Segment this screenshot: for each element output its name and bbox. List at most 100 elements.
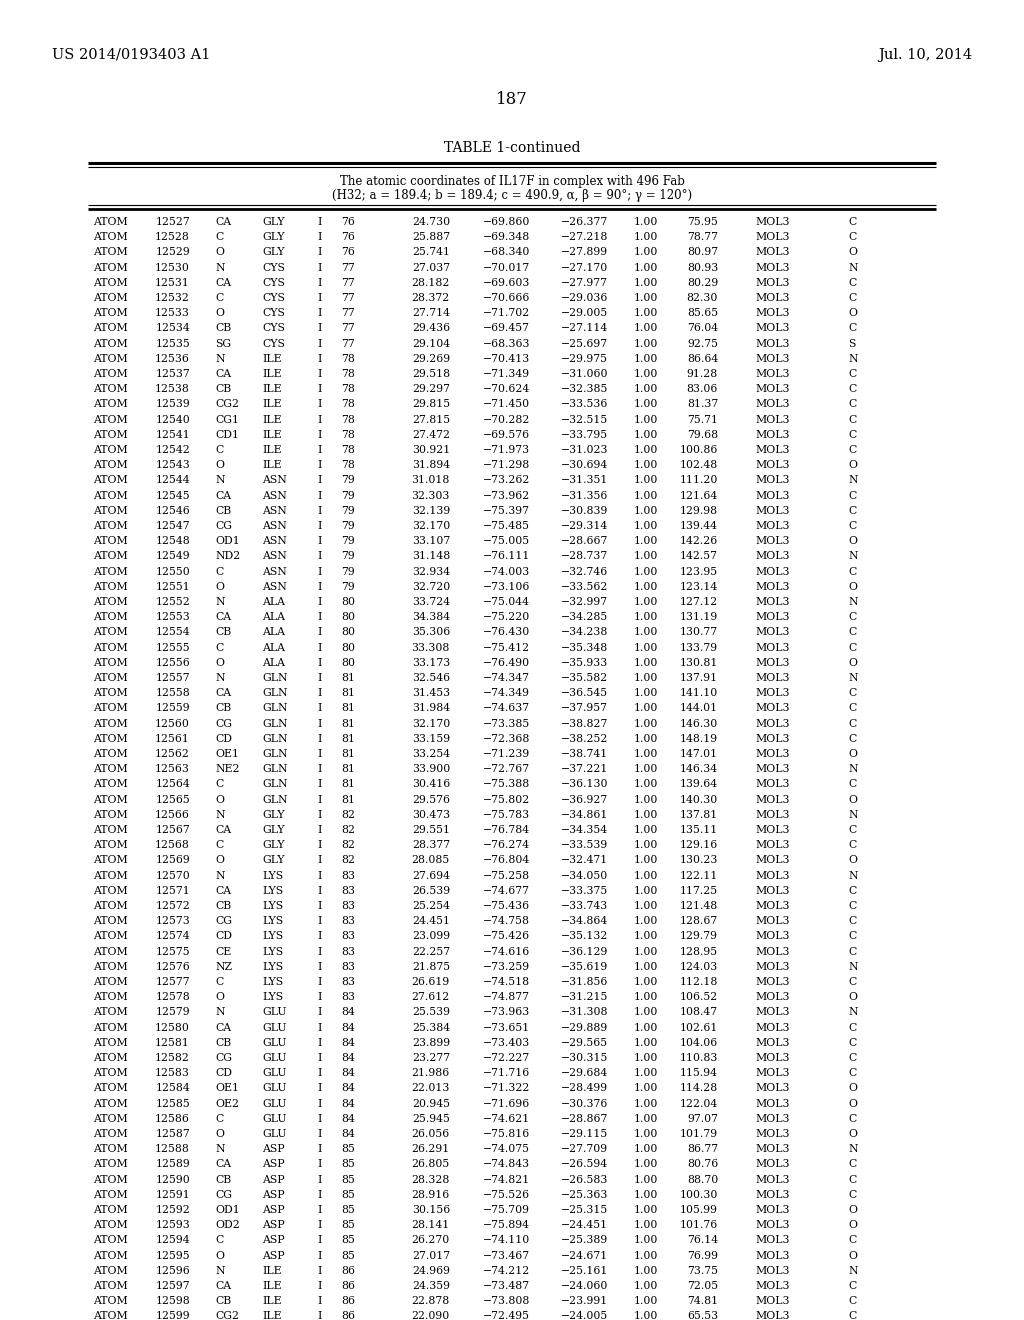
Text: 1.00: 1.00	[634, 1068, 658, 1078]
Text: ATOM: ATOM	[93, 1114, 128, 1123]
Text: GLY: GLY	[262, 247, 285, 257]
Text: ATOM: ATOM	[93, 491, 128, 500]
Text: 12576: 12576	[156, 962, 190, 972]
Text: ATOM: ATOM	[93, 612, 128, 622]
Text: I: I	[317, 566, 323, 577]
Text: ATOM: ATOM	[93, 1311, 128, 1320]
Text: 130.81: 130.81	[680, 657, 718, 668]
Text: MOL3: MOL3	[755, 597, 790, 607]
Text: N: N	[848, 1007, 857, 1018]
Text: 147.01: 147.01	[680, 748, 718, 759]
Text: 77: 77	[341, 323, 355, 334]
Text: I: I	[317, 1296, 323, 1307]
Text: C: C	[848, 1159, 856, 1170]
Text: C: C	[848, 1311, 856, 1320]
Text: 139.44: 139.44	[680, 521, 718, 531]
Text: CB: CB	[215, 1175, 231, 1184]
Text: C: C	[848, 916, 856, 927]
Text: 79: 79	[341, 582, 355, 591]
Text: 26.539: 26.539	[412, 886, 450, 896]
Text: I: I	[317, 688, 323, 698]
Text: 83: 83	[341, 993, 355, 1002]
Text: I: I	[317, 612, 323, 622]
Text: GLN: GLN	[262, 795, 288, 805]
Text: 1.00: 1.00	[634, 1296, 658, 1307]
Text: I: I	[317, 657, 323, 668]
Text: 12585: 12585	[156, 1098, 190, 1109]
Text: GLN: GLN	[262, 748, 288, 759]
Text: −32.471: −32.471	[561, 855, 608, 866]
Text: ILE: ILE	[262, 1311, 282, 1320]
Text: GLU: GLU	[262, 1038, 287, 1048]
Text: ASN: ASN	[262, 566, 287, 577]
Text: LYS: LYS	[262, 993, 283, 1002]
Text: −71.702: −71.702	[482, 308, 530, 318]
Text: 12547: 12547	[156, 521, 190, 531]
Text: MOL3: MOL3	[755, 293, 790, 304]
Text: −73.259: −73.259	[483, 962, 530, 972]
Text: OD2: OD2	[215, 1220, 240, 1230]
Text: O: O	[848, 1205, 857, 1214]
Text: 32.303: 32.303	[412, 491, 450, 500]
Text: 86: 86	[341, 1311, 355, 1320]
Text: 26.056: 26.056	[412, 1129, 450, 1139]
Text: 80: 80	[341, 612, 355, 622]
Text: 84: 84	[341, 1068, 355, 1078]
Text: C: C	[215, 977, 223, 987]
Text: 32.546: 32.546	[412, 673, 450, 682]
Text: 1.00: 1.00	[634, 1038, 658, 1048]
Text: N: N	[848, 1266, 857, 1276]
Text: 1.00: 1.00	[634, 1053, 658, 1063]
Text: LYS: LYS	[262, 886, 283, 896]
Text: O: O	[848, 1250, 857, 1261]
Text: ATOM: ATOM	[93, 1250, 128, 1261]
Text: 76: 76	[341, 232, 355, 242]
Text: I: I	[317, 734, 323, 743]
Text: −72.767: −72.767	[483, 764, 530, 775]
Text: −24.060: −24.060	[560, 1280, 608, 1291]
Text: C: C	[848, 414, 856, 425]
Text: O: O	[848, 1084, 857, 1093]
Text: −73.651: −73.651	[482, 1023, 530, 1032]
Text: ALA: ALA	[262, 597, 285, 607]
Text: CB: CB	[215, 384, 231, 395]
Text: 1.00: 1.00	[634, 657, 658, 668]
Text: ATOM: ATOM	[93, 748, 128, 759]
Text: C: C	[848, 1296, 856, 1307]
Text: 1.00: 1.00	[634, 263, 658, 273]
Text: 80: 80	[341, 657, 355, 668]
Text: −32.385: −32.385	[560, 384, 608, 395]
Text: 76: 76	[341, 247, 355, 257]
Text: 12537: 12537	[156, 370, 190, 379]
Text: NE2: NE2	[215, 764, 240, 775]
Text: 78: 78	[341, 384, 355, 395]
Text: −72.368: −72.368	[482, 734, 530, 743]
Text: ASP: ASP	[262, 1144, 285, 1154]
Text: 12558: 12558	[156, 688, 190, 698]
Text: 27.017: 27.017	[412, 1250, 450, 1261]
Text: ATOM: ATOM	[93, 384, 128, 395]
Text: −32.515: −32.515	[561, 414, 608, 425]
Text: −74.677: −74.677	[483, 886, 530, 896]
Text: ASP: ASP	[262, 1159, 285, 1170]
Text: ATOM: ATOM	[93, 993, 128, 1002]
Text: 129.98: 129.98	[680, 506, 718, 516]
Text: I: I	[317, 384, 323, 395]
Text: 29.815: 29.815	[412, 400, 450, 409]
Text: ATOM: ATOM	[93, 627, 128, 638]
Text: OE1: OE1	[215, 748, 239, 759]
Text: ATOM: ATOM	[93, 1205, 128, 1214]
Text: ASP: ASP	[262, 1189, 285, 1200]
Text: ATOM: ATOM	[93, 932, 128, 941]
Text: −73.963: −73.963	[482, 1007, 530, 1018]
Text: ASP: ASP	[262, 1236, 285, 1245]
Text: C: C	[215, 445, 223, 455]
Text: ASP: ASP	[262, 1205, 285, 1214]
Text: C: C	[215, 1236, 223, 1245]
Text: GLY: GLY	[262, 855, 285, 866]
Text: MOL3: MOL3	[755, 962, 790, 972]
Text: 12590: 12590	[156, 1175, 190, 1184]
Text: I: I	[317, 718, 323, 729]
Text: GLU: GLU	[262, 1007, 287, 1018]
Text: 79: 79	[341, 566, 355, 577]
